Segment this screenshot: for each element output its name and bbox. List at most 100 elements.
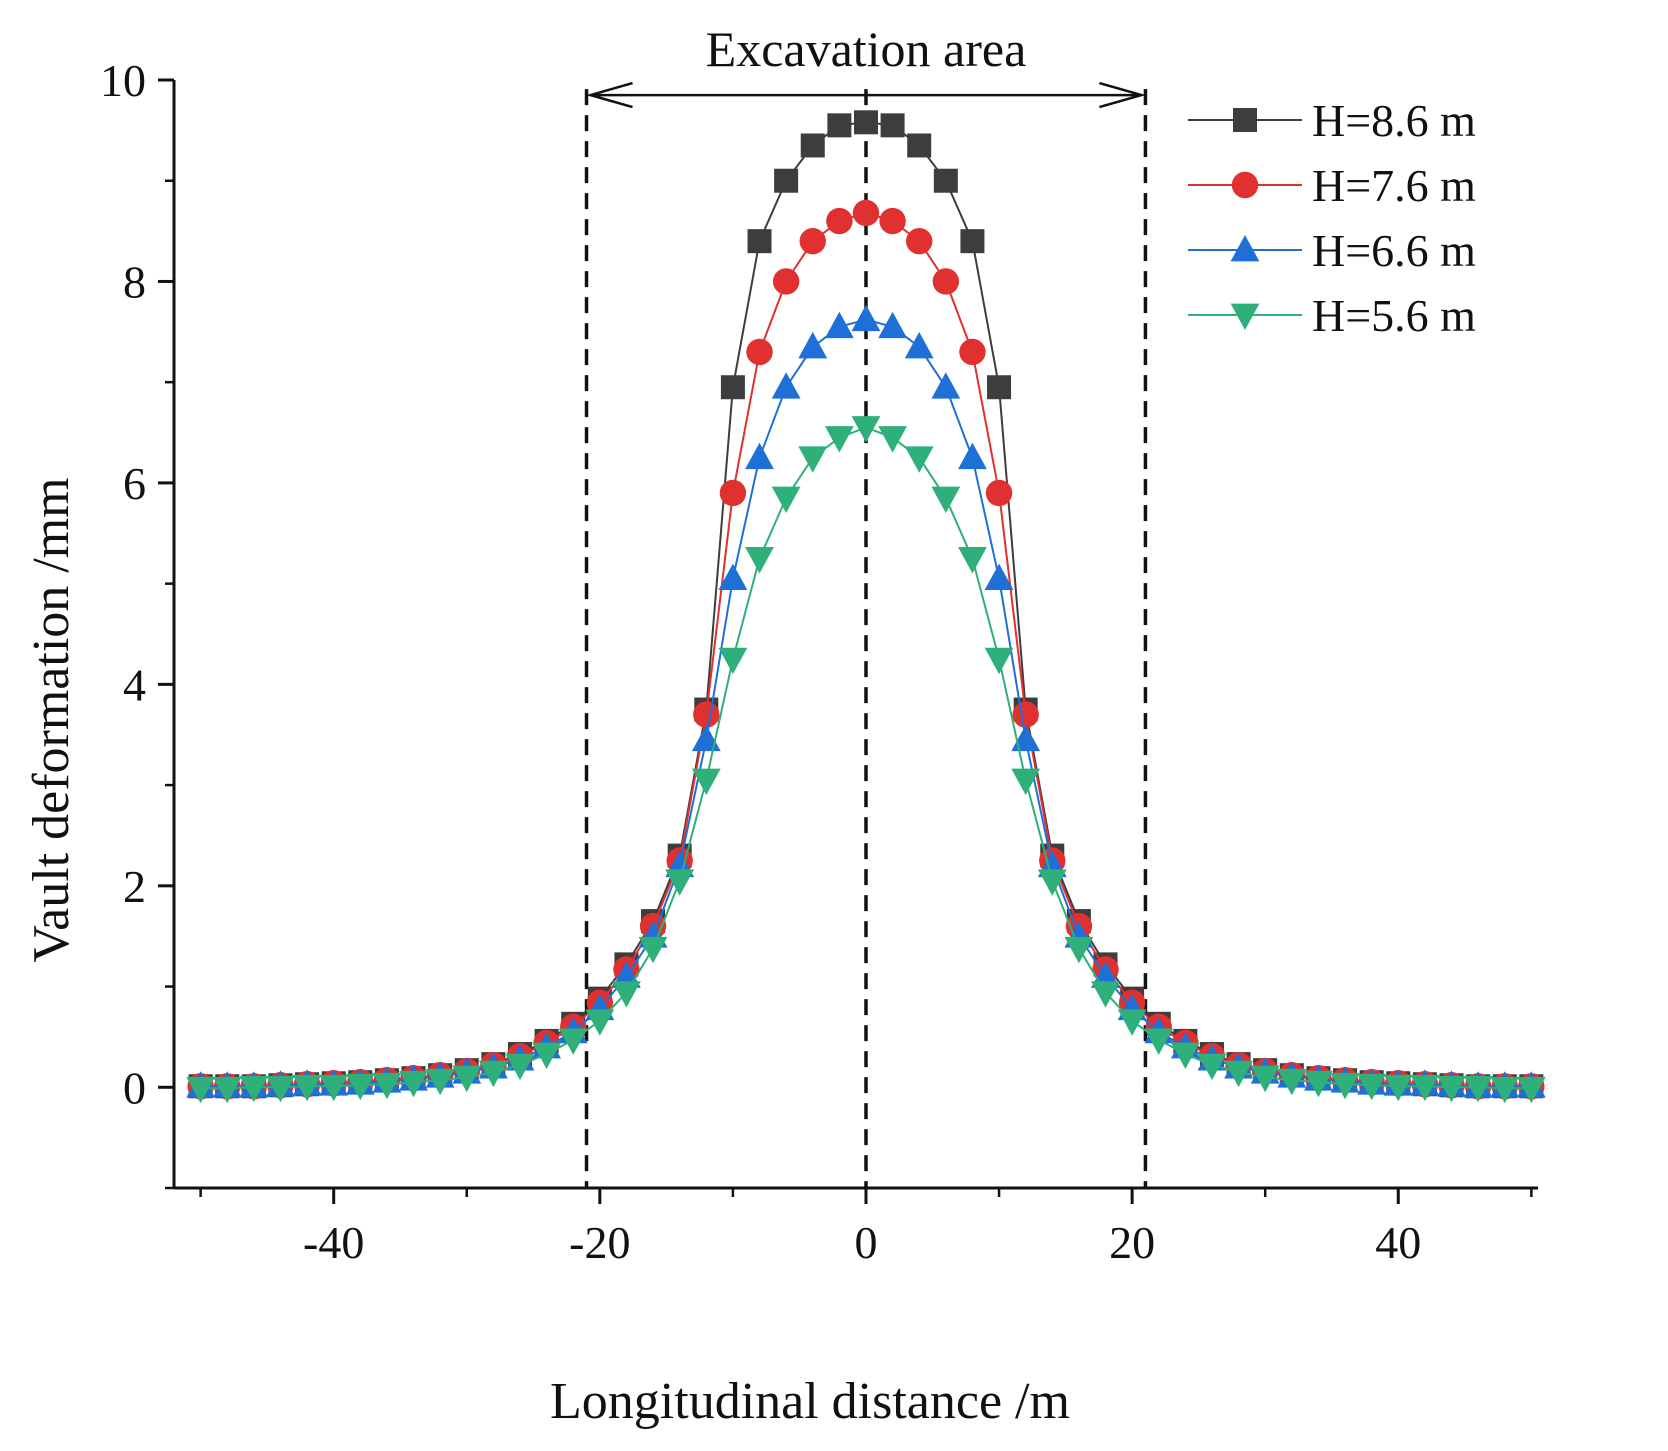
data-point	[958, 547, 987, 574]
data-point	[1437, 1075, 1466, 1103]
data-point	[266, 1075, 295, 1103]
data-point	[747, 229, 772, 254]
legend-item: H=6.6 m	[1188, 225, 1476, 276]
x-tick-label: 0	[854, 1217, 877, 1268]
data-point	[960, 229, 985, 254]
legend-label: H=5.6 m	[1312, 290, 1476, 341]
data-point	[987, 375, 1012, 400]
data-point	[691, 768, 721, 796]
data-point	[745, 547, 774, 574]
data-point	[771, 486, 801, 514]
data-point	[1144, 1028, 1174, 1055]
y-tick-label: 8	[123, 256, 146, 307]
data-point	[693, 701, 720, 728]
data-point	[851, 304, 881, 332]
y-axis-ticks: 0 2 4 6 8 10	[100, 55, 174, 1190]
data-point	[931, 486, 961, 514]
data-point	[958, 442, 987, 470]
data-point	[345, 1073, 375, 1101]
data-point	[239, 1075, 269, 1103]
data-point	[292, 1074, 322, 1102]
plot-area: Excavation area	[186, 21, 1546, 1188]
y-tick-label: 10	[100, 55, 146, 106]
legend-label: H=7.6 m	[1312, 160, 1476, 211]
data-point	[878, 426, 907, 453]
data-point	[1410, 1074, 1440, 1102]
series-layer	[186, 110, 1546, 1104]
x-tick-label: -20	[569, 1217, 630, 1268]
legend-item: H=8.6 m	[1188, 95, 1476, 146]
data-point	[1277, 1068, 1307, 1096]
x-axis-title: Longitudinal distance /m	[550, 1373, 1070, 1430]
data-point	[425, 1068, 455, 1096]
data-point	[718, 647, 748, 675]
data-point	[932, 268, 960, 295]
data-point	[1304, 1070, 1333, 1098]
arrowhead-right	[1099, 81, 1146, 109]
excavation-area-label: Excavation area	[706, 21, 1027, 77]
x-tick-label: 40	[1375, 1217, 1421, 1268]
data-point	[904, 446, 934, 473]
data-point	[746, 338, 773, 366]
data-point	[612, 981, 641, 1008]
data-point	[1357, 1073, 1387, 1101]
y-tick-label: 6	[123, 458, 146, 509]
axes: -40 -20 0 20 40 0 2 4 6 8 10	[100, 55, 1538, 1268]
data-point	[880, 113, 905, 138]
data-point	[771, 372, 801, 399]
legend-marker	[1230, 303, 1260, 330]
data-point	[1224, 1060, 1253, 1088]
data-point	[478, 1060, 508, 1088]
data-point	[745, 442, 774, 470]
data-point	[1383, 1074, 1413, 1102]
data-point	[824, 426, 854, 453]
x-axis-ticks: -40 -20 0 20 40	[199, 1188, 1533, 1268]
data-point	[319, 1074, 349, 1102]
data-point	[827, 113, 852, 138]
data-point	[984, 563, 1014, 590]
excavation-annotation: Excavation area	[585, 21, 1146, 109]
data-point	[1330, 1072, 1360, 1100]
data-point	[906, 227, 933, 255]
data-point	[798, 331, 828, 359]
legend-marker	[1230, 235, 1260, 262]
data-point	[879, 207, 906, 235]
data-point	[1490, 1076, 1520, 1104]
data-point	[959, 338, 986, 366]
data-point	[931, 372, 961, 399]
arrowhead-left	[585, 81, 633, 109]
data-point	[1197, 1053, 1227, 1081]
data-point	[372, 1072, 402, 1100]
data-point	[852, 199, 880, 227]
legend-label: H=8.6 m	[1312, 95, 1476, 146]
data-point	[984, 647, 1014, 675]
data-point	[1037, 869, 1067, 896]
legend-marker	[1231, 171, 1259, 199]
legend-item: H=7.6 m	[1188, 160, 1476, 211]
data-point	[907, 133, 932, 158]
data-point	[452, 1065, 482, 1093]
data-point	[1250, 1065, 1280, 1093]
excavation-boundary-lines	[584, 89, 1148, 1188]
data-point	[186, 1076, 216, 1104]
data-point	[878, 311, 907, 339]
data-point	[399, 1070, 428, 1098]
data-point	[1463, 1075, 1493, 1103]
x-tick-label: 20	[1109, 1217, 1155, 1268]
data-point	[904, 331, 934, 359]
data-point	[933, 168, 958, 193]
y-tick-label: 0	[123, 1062, 146, 1113]
legend-label: H=6.6 m	[1312, 225, 1476, 276]
data-point	[799, 227, 826, 255]
data-point	[719, 479, 747, 507]
data-point	[1012, 701, 1039, 728]
data-point	[772, 268, 800, 295]
legend-item: H=5.6 m	[1188, 290, 1476, 341]
data-point	[853, 110, 878, 135]
data-point	[826, 207, 853, 235]
data-point	[824, 311, 854, 339]
data-point	[985, 479, 1013, 507]
data-point	[505, 1053, 535, 1081]
data-point	[212, 1076, 242, 1104]
